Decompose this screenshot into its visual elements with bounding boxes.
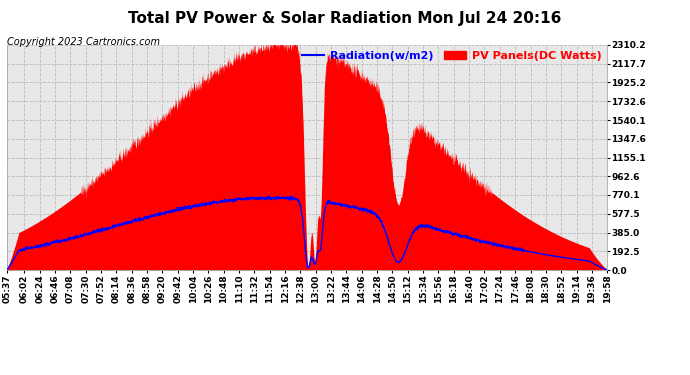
Text: Total PV Power & Solar Radiation Mon Jul 24 20:16: Total PV Power & Solar Radiation Mon Jul… — [128, 11, 562, 26]
Legend: Radiation(w/m2), PV Panels(DC Watts): Radiation(w/m2), PV Panels(DC Watts) — [302, 51, 602, 60]
Text: Copyright 2023 Cartronics.com: Copyright 2023 Cartronics.com — [7, 37, 160, 47]
